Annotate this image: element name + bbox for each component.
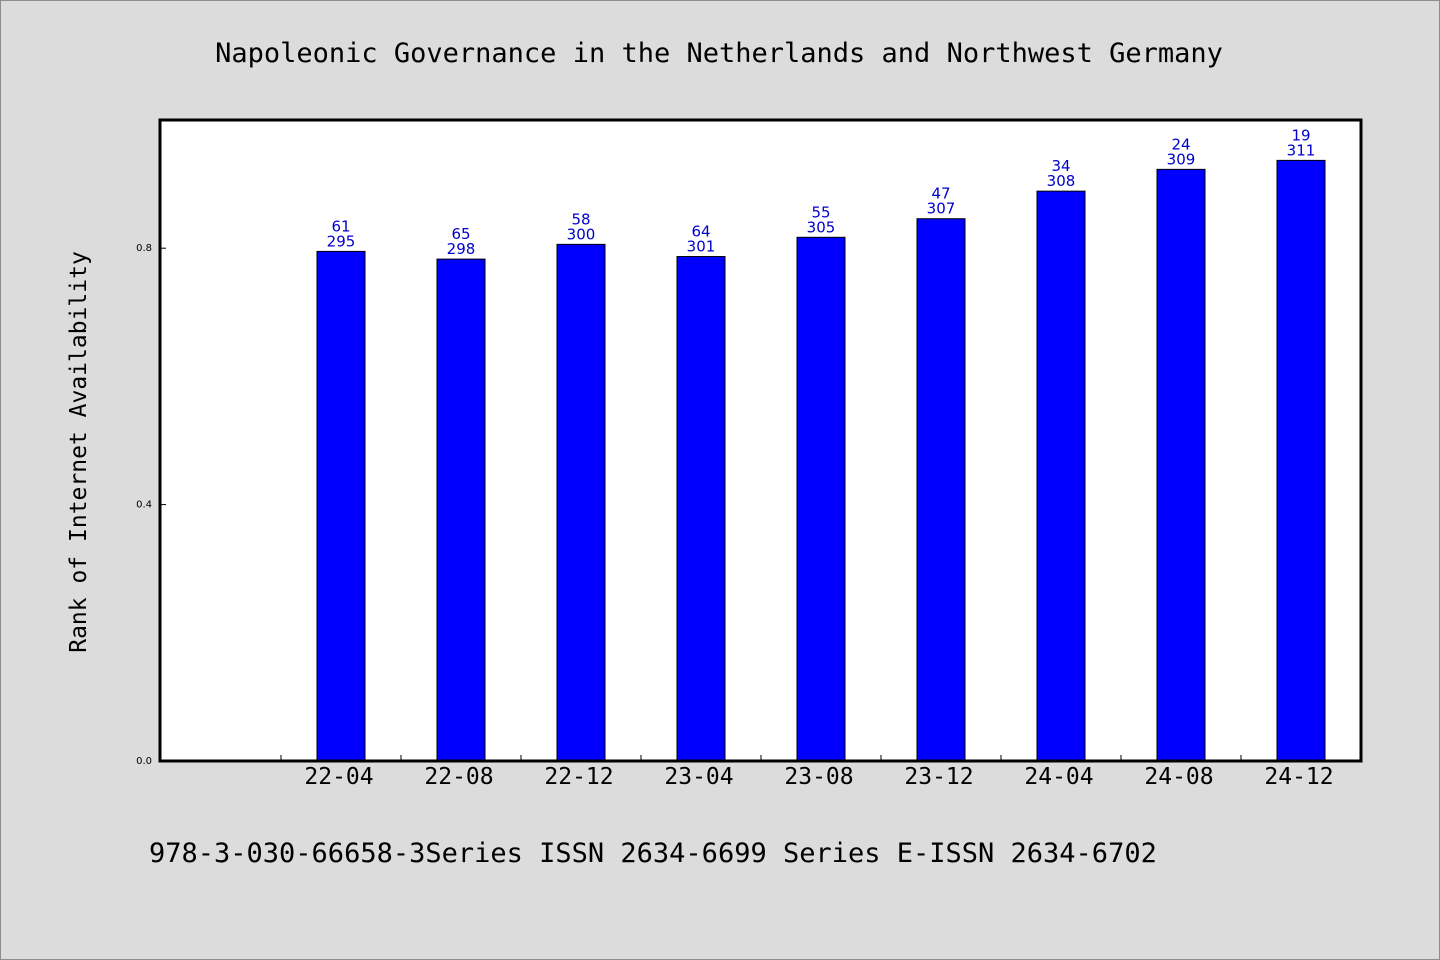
bar-22-08	[436, 258, 486, 762]
x-tick-label-24-08: 24-08	[1144, 764, 1213, 790]
bar-label-bottom-24-04: 308	[1047, 172, 1076, 190]
y-axis-label: Rank of Internet Availability	[66, 251, 92, 653]
footer-isbn-issn: 978-3-030-66658-3Series ISSN 2634-6699 S…	[149, 838, 1157, 869]
bar-label-top-24-08: 24	[1171, 135, 1190, 153]
x-tick-label-23-12: 23-12	[904, 764, 973, 790]
x-tick-label-24-04: 24-04	[1024, 764, 1093, 790]
x-tick-label-22-04: 22-04	[304, 764, 373, 790]
bar-24-04	[1036, 190, 1086, 762]
x-ticks-group: 22-04 22-08 22-12 23-04 23-08 23-12 24-04 24-08…	[280, 755, 1334, 790]
bars-group	[316, 159, 1326, 762]
bar-22-04	[316, 250, 366, 762]
bar-label-bottom-22-12: 300	[567, 225, 596, 243]
bar-22-12	[556, 243, 606, 762]
bar-label-top-23-12: 47	[931, 185, 950, 203]
bar-label-top-24-12: 19	[1291, 126, 1310, 144]
bar-label-top-23-04: 64	[691, 223, 710, 241]
bar-label-bottom-23-04: 301	[687, 238, 716, 256]
bar-label-bottom-24-12: 311	[1287, 141, 1316, 159]
y-tick-label-0.4: 0.4	[136, 500, 152, 511]
bar-label-bottom-23-12: 307	[927, 200, 956, 218]
x-tick-label-22-08: 22-08	[424, 764, 493, 790]
plot-frame	[158, 118, 1363, 763]
y-tick-label-0.0: 0.0	[136, 756, 152, 767]
bar-label-top-23-08: 55	[811, 203, 830, 221]
bar-23-04	[676, 256, 726, 762]
bar-23-08	[796, 236, 846, 762]
x-tick-label-23-04: 23-04	[664, 764, 733, 790]
bar-23-12	[916, 218, 966, 762]
x-tick-label-23-08: 23-08	[784, 764, 853, 790]
bar-label-bottom-22-04: 295	[327, 232, 356, 250]
bar-label-bottom-22-08: 298	[447, 240, 476, 258]
chart-title: Napoleonic Governance in the Netherlands…	[215, 38, 1223, 69]
bar-label-bottom-23-08: 305	[807, 218, 836, 236]
x-tick-label-22-12: 22-12	[544, 764, 613, 790]
bar-label-top-24-04: 34	[1051, 157, 1070, 175]
bar-label-top-22-12: 58	[571, 210, 590, 228]
bar-24-12	[1276, 159, 1326, 762]
y-tick-label-0.8: 0.8	[136, 243, 152, 254]
bar-label-bottom-24-08: 309	[1167, 150, 1196, 168]
x-tick-label-24-12: 24-12	[1264, 764, 1333, 790]
bar-label-top-22-04: 61	[331, 217, 350, 235]
bar-label-top-22-08: 65	[451, 225, 470, 243]
bar-24-08	[1156, 168, 1206, 762]
